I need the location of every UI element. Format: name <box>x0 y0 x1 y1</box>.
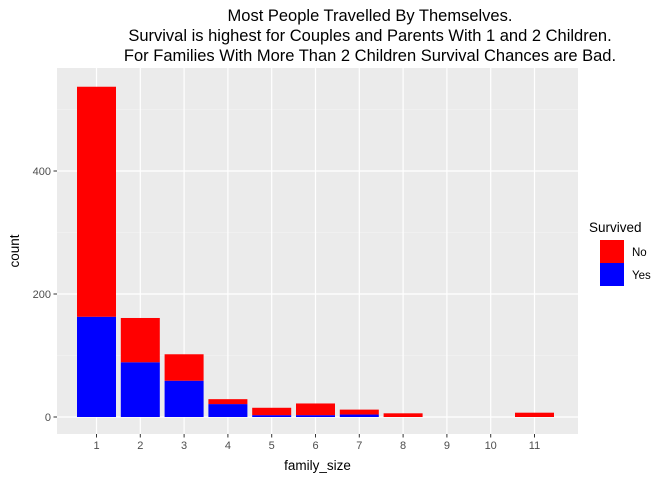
bar-no-1 <box>77 86 116 317</box>
bar-no-7 <box>339 409 379 415</box>
legend: Survived No Yes <box>589 220 651 286</box>
bar-yes-3 <box>164 380 204 417</box>
x-tick-label: 9 <box>444 440 450 452</box>
y-axis-title: count <box>7 234 22 267</box>
x-tick-label: 1 <box>93 440 99 452</box>
legend-title: Survived <box>589 220 642 235</box>
bar-yes-1 <box>77 316 116 417</box>
bar-no-8 <box>383 413 423 417</box>
x-tick-label: 7 <box>356 440 362 452</box>
bar-no-2 <box>120 317 160 363</box>
bar-no-11 <box>515 412 554 417</box>
bars <box>77 86 554 417</box>
title-line-1: Most People Travelled By Themselves. <box>228 7 513 25</box>
x-tick-label: 2 <box>137 440 143 452</box>
bar-no-3 <box>164 354 204 381</box>
legend-label-yes: Yes <box>632 270 651 282</box>
y-tick-label: 400 <box>33 166 51 178</box>
legend-swatch-yes <box>600 263 624 286</box>
x-axis-ticks: 1 2 3 4 5 6 7 8 9 10 11 <box>93 434 540 452</box>
x-tick-label: 8 <box>400 440 406 452</box>
bar-no-5 <box>252 407 292 416</box>
x-tick-label: 3 <box>181 440 187 452</box>
grid-lines <box>57 68 578 434</box>
x-tick-label: 6 <box>312 440 318 452</box>
x-axis-title: family_size <box>284 458 351 473</box>
bar-no-4 <box>208 399 248 405</box>
y-tick-label: 0 <box>45 412 51 424</box>
bar-yes-5 <box>252 415 292 417</box>
x-tick-label: 10 <box>485 440 497 452</box>
bar-no-6 <box>296 403 335 416</box>
y-tick-label: 200 <box>33 289 51 301</box>
title-line-3: For Families With More Than 2 Children S… <box>124 47 616 65</box>
x-tick-label: 5 <box>269 440 275 452</box>
bar-yes-6 <box>296 415 335 417</box>
chart-title: Most People Travelled By Themselves. Sur… <box>124 7 616 65</box>
x-tick-label: 11 <box>529 440 540 452</box>
y-axis-ticks: 0 200 400 <box>33 166 57 424</box>
bar-yes-2 <box>120 362 160 417</box>
legend-label-no: No <box>632 247 647 259</box>
title-line-2: Survival is highest for Couples and Pare… <box>128 27 611 45</box>
x-tick-label: 4 <box>225 440 231 452</box>
bar-yes-4 <box>208 404 248 417</box>
bar-yes-7 <box>339 414 379 417</box>
legend-swatch-no <box>600 240 624 263</box>
